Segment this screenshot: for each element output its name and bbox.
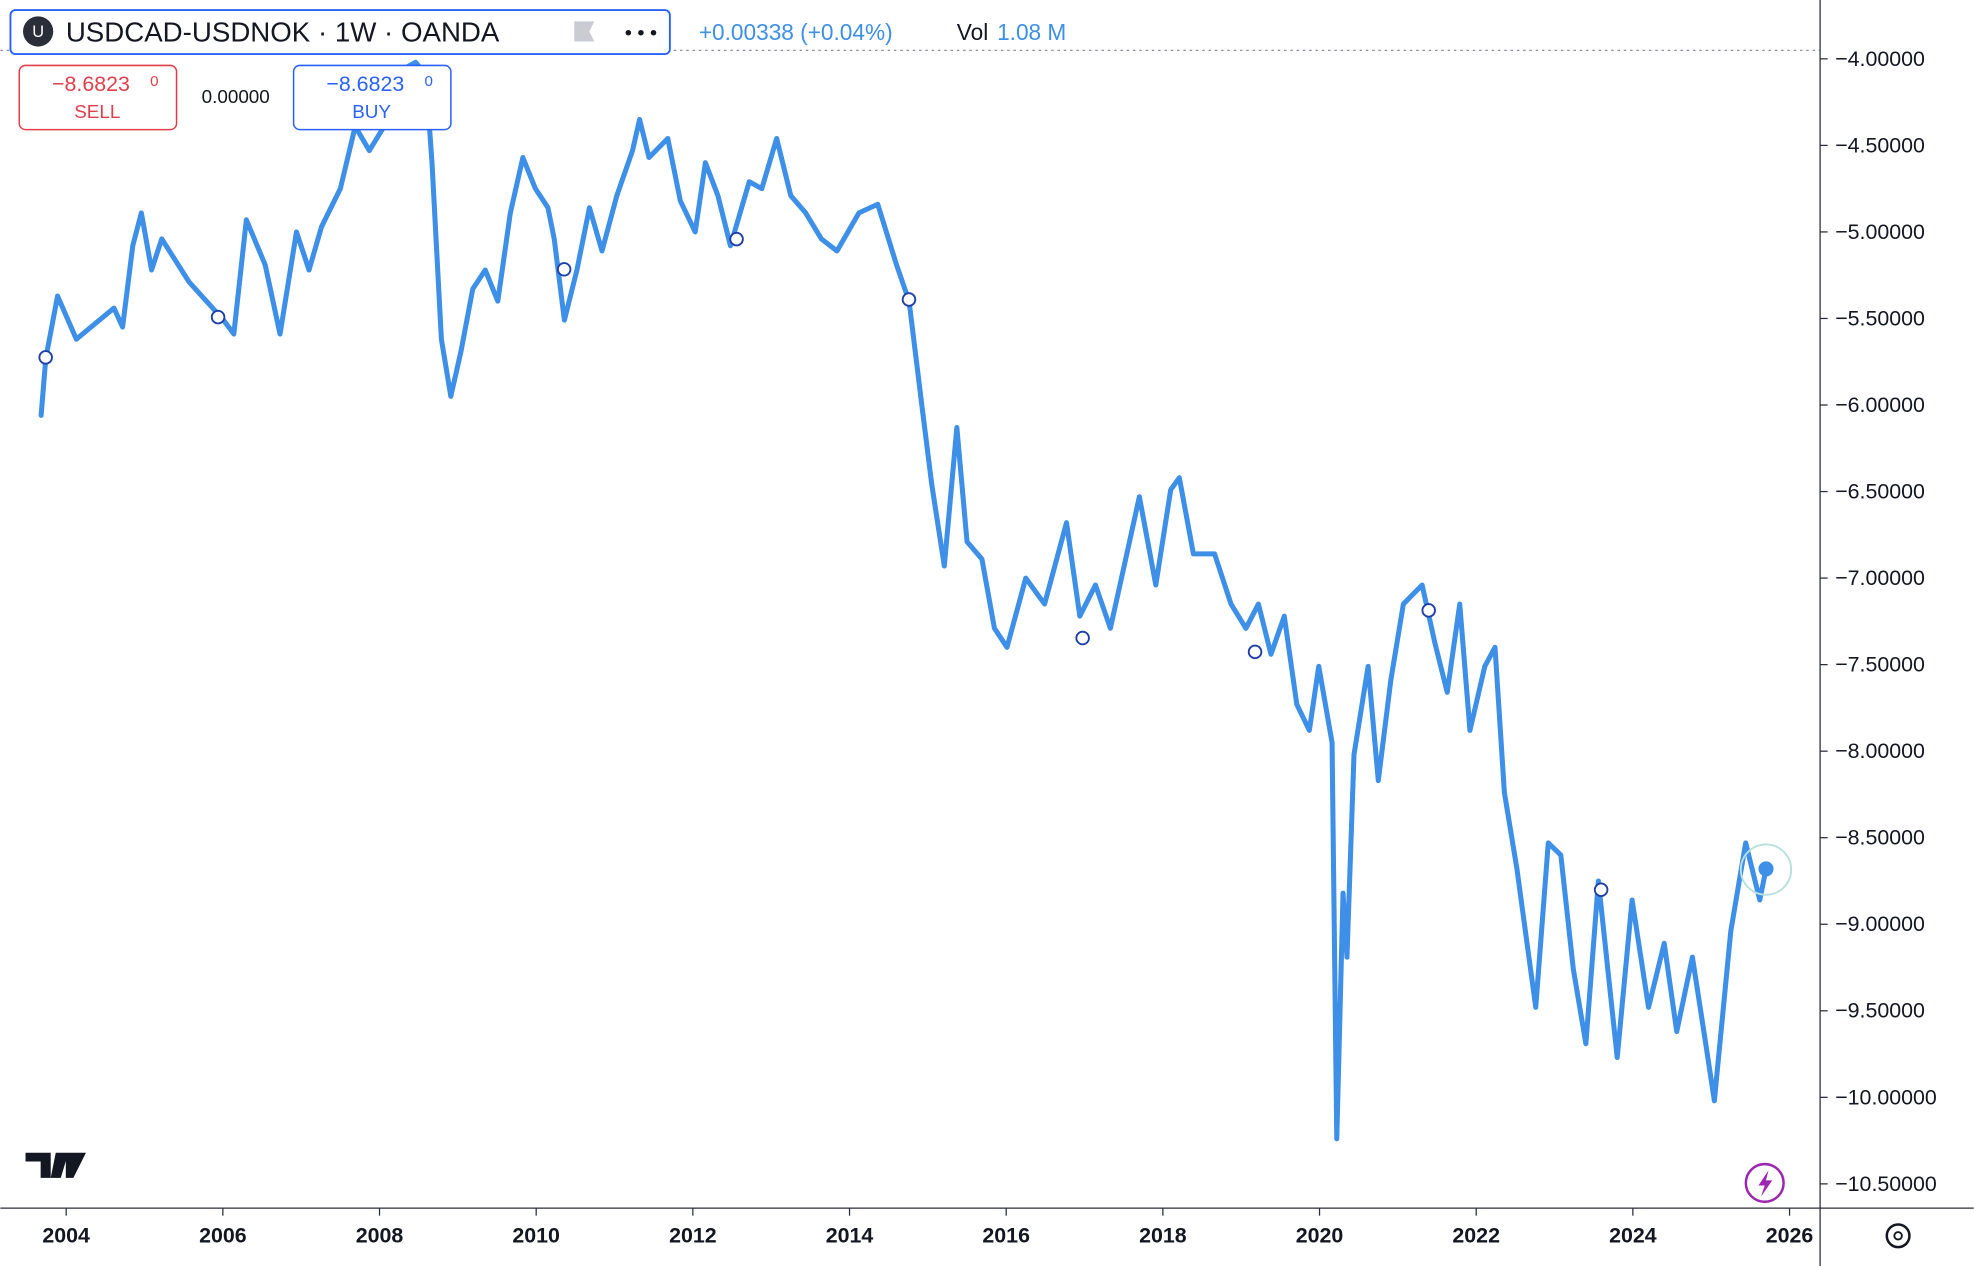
last-price-halo bbox=[1739, 843, 1793, 896]
x-tick-label: 2008 bbox=[356, 1224, 404, 1248]
symbol-icon-letter: U bbox=[32, 23, 44, 41]
y-tick-label: −4.50000 bbox=[1835, 133, 1925, 157]
last-price-dot bbox=[1758, 861, 1774, 877]
y-tick-label: −10.00000 bbox=[1835, 1085, 1937, 1109]
volume: 1.08 M bbox=[997, 19, 1066, 45]
buy-button[interactable] bbox=[292, 64, 452, 131]
spread: 0.00000 bbox=[202, 86, 270, 107]
chart-title: USDCAD-USDNOK · 1W · OANDA bbox=[66, 16, 500, 47]
y-tick-label: −10.50000 bbox=[1835, 1172, 1937, 1196]
buy-price: −8.6823 bbox=[326, 72, 404, 96]
symbol-icon bbox=[23, 16, 54, 47]
event-markers[interactable] bbox=[38, 231, 1609, 897]
tv-logo[interactable] bbox=[25, 1152, 86, 1178]
lightning-icon bbox=[1758, 1170, 1773, 1197]
y-tick-label: −5.00000 bbox=[1835, 220, 1925, 244]
plot bbox=[38, 59, 1774, 1142]
x-tick-label: 2006 bbox=[199, 1224, 247, 1248]
x-tick-label: 2020 bbox=[1296, 1224, 1344, 1248]
price-line-series bbox=[38, 59, 1769, 1142]
change: +0.00338 (+0.04%) bbox=[699, 19, 893, 45]
y-tick-label: −7.50000 bbox=[1835, 653, 1925, 677]
x-tick-label: 2026 bbox=[1766, 1224, 1814, 1248]
settings-button[interactable] bbox=[1885, 1223, 1911, 1249]
y-tick-label: −6.50000 bbox=[1835, 479, 1925, 503]
sell-price-sup: 0 bbox=[150, 73, 158, 90]
symbol-box[interactable] bbox=[9, 9, 671, 56]
volume-label: Vol bbox=[957, 19, 988, 45]
x-tick-label: 2024 bbox=[1609, 1224, 1657, 1248]
buy-price-sup: 0 bbox=[424, 73, 432, 90]
x-tick-label: 2016 bbox=[982, 1224, 1030, 1248]
x-tick-label: 2010 bbox=[512, 1224, 560, 1248]
x-tick-label: 2022 bbox=[1452, 1224, 1500, 1248]
y-tick-label: −5.50000 bbox=[1835, 306, 1925, 330]
buy-label: BUY bbox=[352, 101, 391, 122]
y-tick-label: −6.00000 bbox=[1835, 393, 1925, 417]
y-tick-label: −7.00000 bbox=[1835, 566, 1925, 590]
x-tick-label: 2012 bbox=[669, 1224, 717, 1248]
y-tick-label: −9.00000 bbox=[1835, 912, 1925, 936]
x-tick-label: 2014 bbox=[826, 1224, 874, 1248]
sell-price: −8.6823 bbox=[52, 72, 130, 96]
y-tick-label: −8.50000 bbox=[1835, 826, 1925, 850]
x-tick-label: 2004 bbox=[42, 1224, 90, 1248]
sell-button[interactable] bbox=[18, 64, 178, 131]
sell-label: SELL bbox=[74, 101, 120, 122]
y-tick-label: −9.50000 bbox=[1835, 999, 1925, 1023]
more-icon[interactable] bbox=[625, 29, 657, 36]
axes: −4.00000 −4.50000 −5.00000 −5.50000 −6.00000… bbox=[42, 47, 1937, 1248]
y-tick-label: −8.00000 bbox=[1835, 739, 1925, 763]
flag-icon[interactable] bbox=[574, 21, 595, 42]
y-tick-label: −4.00000 bbox=[1835, 47, 1925, 71]
x-tick-label: 2018 bbox=[1139, 1224, 1187, 1248]
settings-icon bbox=[1893, 1231, 1903, 1241]
